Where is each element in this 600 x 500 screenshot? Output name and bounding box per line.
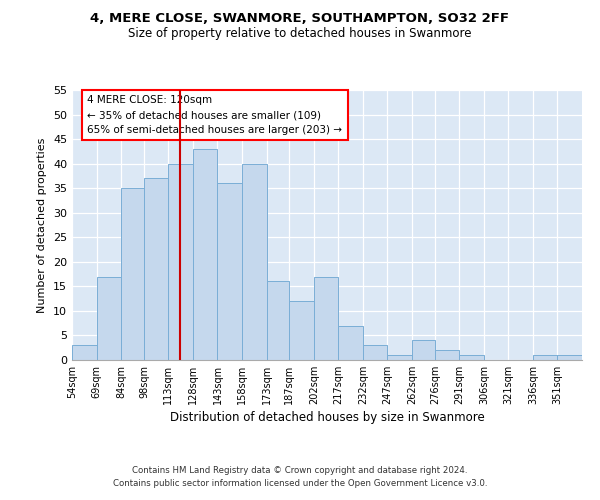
Bar bbox=[289, 301, 314, 360]
Bar bbox=[338, 326, 363, 360]
Bar bbox=[557, 355, 582, 360]
Text: Size of property relative to detached houses in Swanmore: Size of property relative to detached ho… bbox=[128, 28, 472, 40]
Bar bbox=[242, 164, 266, 360]
Bar bbox=[460, 355, 484, 360]
Bar bbox=[193, 149, 217, 360]
Text: 4, MERE CLOSE, SWANMORE, SOUTHAMPTON, SO32 2FF: 4, MERE CLOSE, SWANMORE, SOUTHAMPTON, SO… bbox=[91, 12, 509, 26]
Bar bbox=[388, 355, 412, 360]
Bar bbox=[314, 276, 338, 360]
Bar bbox=[169, 164, 193, 360]
Bar bbox=[363, 346, 388, 360]
Bar bbox=[72, 346, 97, 360]
X-axis label: Distribution of detached houses by size in Swanmore: Distribution of detached houses by size … bbox=[170, 411, 484, 424]
Bar bbox=[97, 276, 121, 360]
Bar bbox=[412, 340, 435, 360]
Bar bbox=[144, 178, 169, 360]
Text: Contains HM Land Registry data © Crown copyright and database right 2024.
Contai: Contains HM Land Registry data © Crown c… bbox=[113, 466, 487, 487]
Bar bbox=[217, 184, 242, 360]
Bar bbox=[121, 188, 144, 360]
Bar bbox=[435, 350, 460, 360]
Bar bbox=[533, 355, 557, 360]
Bar bbox=[266, 282, 289, 360]
Text: 4 MERE CLOSE: 120sqm
← 35% of detached houses are smaller (109)
65% of semi-deta: 4 MERE CLOSE: 120sqm ← 35% of detached h… bbox=[88, 96, 342, 135]
Y-axis label: Number of detached properties: Number of detached properties bbox=[37, 138, 47, 312]
